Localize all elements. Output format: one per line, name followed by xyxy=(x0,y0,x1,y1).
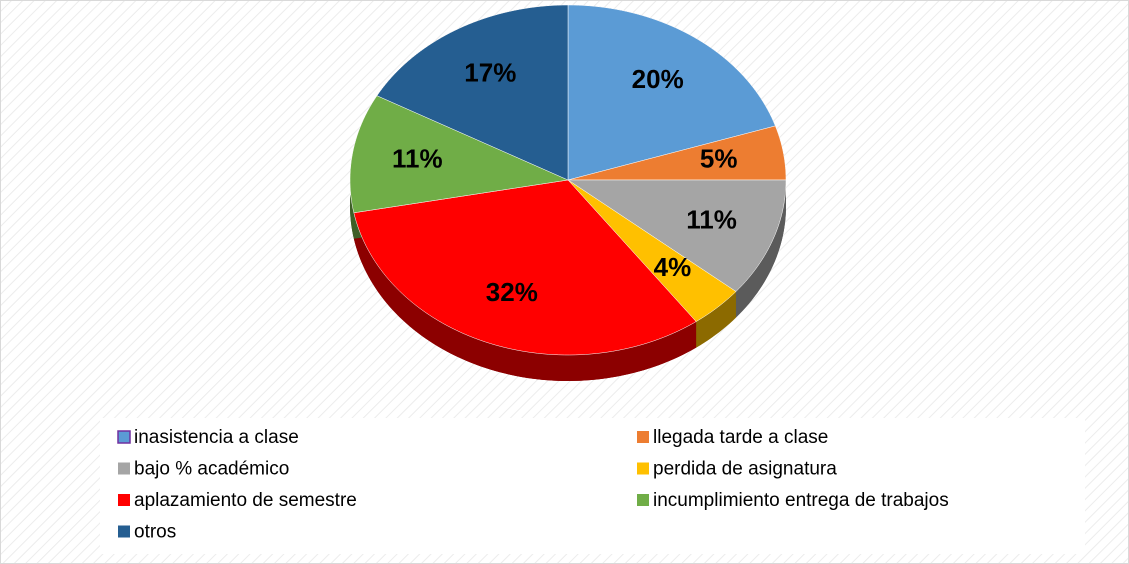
legend-label: incumplimiento entrega de trabajos xyxy=(653,490,949,511)
slice xyxy=(349,95,569,214)
slice-side xyxy=(696,291,736,348)
slice xyxy=(353,179,697,356)
legend-swatch xyxy=(118,494,130,506)
legend-label: otros xyxy=(134,522,176,543)
legend-swatch xyxy=(637,462,649,475)
data-label: 11% xyxy=(392,144,443,174)
slice-side xyxy=(735,180,786,318)
legend-label: llegada tarde a clase xyxy=(653,427,828,448)
legend-label: perdida de asignatura xyxy=(653,459,837,480)
legend-swatch xyxy=(118,462,130,475)
legend-label: aplazamiento de semestre xyxy=(134,490,357,511)
data-label: 5% xyxy=(700,144,738,174)
slice xyxy=(567,4,776,181)
legend-swatch xyxy=(637,494,649,506)
slice xyxy=(567,125,787,181)
data-label: 17% xyxy=(464,57,516,87)
legend-swatch xyxy=(637,431,649,443)
data-label: 4% xyxy=(654,252,692,282)
legend-label: inasistencia a clase xyxy=(134,427,299,448)
legend-label: bajo % académico xyxy=(134,459,289,480)
slice xyxy=(567,179,787,292)
legend-swatch xyxy=(118,525,130,538)
data-label: 11% xyxy=(686,204,737,234)
legend-swatch xyxy=(117,430,131,444)
slice xyxy=(567,179,737,322)
slice xyxy=(376,4,569,181)
legend-box xyxy=(100,418,1085,554)
data-label: 20% xyxy=(632,64,684,94)
data-label: 32% xyxy=(486,277,538,307)
slice-side xyxy=(353,212,697,381)
